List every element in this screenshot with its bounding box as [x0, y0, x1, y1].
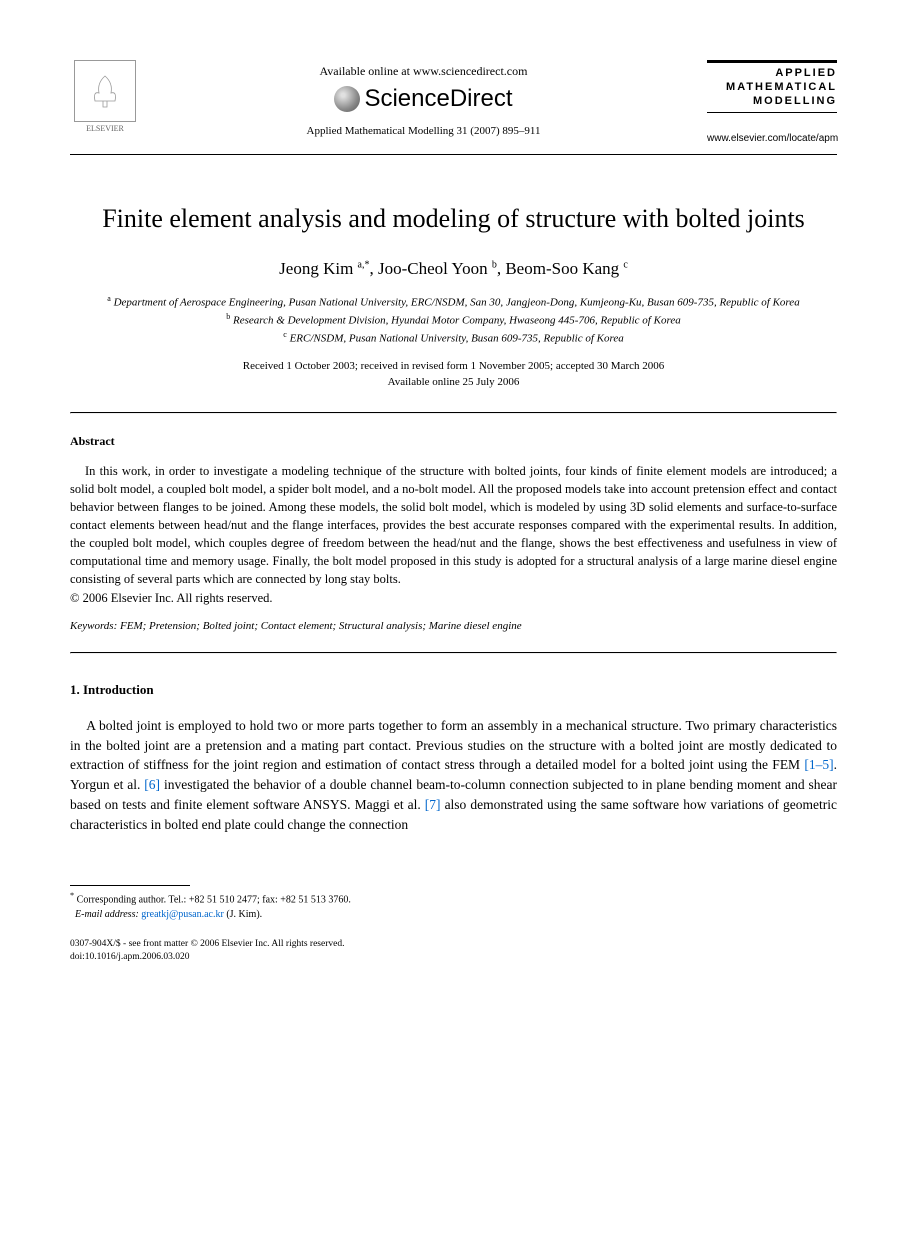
journal-logo-line1: APPLIED: [707, 61, 837, 81]
journal-logo-line3: MODELLING: [707, 95, 837, 109]
journal-logo-line2: MATHEMATICAL: [707, 81, 837, 95]
elsevier-label: ELSEVIER: [70, 124, 140, 133]
author-1: Jeong Kim: [279, 259, 353, 278]
author-3: Beom-Soo Kang: [505, 259, 619, 278]
header-row: ELSEVIER Available online at www.science…: [70, 60, 837, 146]
journal-logo-rule-bottom: [707, 112, 837, 113]
available-online-text: Available online at www.sciencedirect.co…: [140, 64, 707, 79]
email-tail: (J. Kim).: [226, 909, 262, 920]
affiliation-a: a Department of Aerospace Engineering, P…: [70, 293, 837, 311]
sciencedirect-icon: [334, 86, 360, 112]
affiliation-b: b Research & Development Division, Hyund…: [70, 311, 837, 329]
elsevier-logo: ELSEVIER: [70, 60, 140, 133]
dates-line1: Received 1 October 2003; received in rev…: [70, 359, 837, 374]
author-3-sup: c: [623, 260, 627, 271]
footer-doi: doi:10.1016/j.apm.2006.03.020: [70, 951, 837, 964]
affiliation-c-text: ERC/NSDM, Pusan National University, Bus…: [290, 333, 624, 345]
introduction-body: A bolted joint is employed to hold two o…: [70, 716, 837, 836]
elsevier-tree-icon: [74, 60, 136, 122]
email-address[interactable]: greatkj@pusan.ac.kr: [141, 909, 224, 920]
email-label: E-mail address:: [75, 909, 139, 920]
keywords-line: Keywords: FEM; Pretension; Bolted joint;…: [70, 620, 837, 632]
header-rule: [70, 154, 837, 155]
abstract-body: In this work, in order to investigate a …: [70, 462, 837, 589]
footer-block: 0307-904X/$ - see front matter © 2006 El…: [70, 938, 837, 964]
affiliations: a Department of Aerospace Engineering, P…: [70, 293, 837, 347]
affiliation-c: c ERC/NSDM, Pusan National University, B…: [70, 329, 837, 347]
sciencedirect-logo: ScienceDirect: [334, 85, 512, 113]
author-2: Joo-Cheol Yoon: [378, 259, 488, 278]
footer-line1: 0307-904X/$ - see front matter © 2006 El…: [70, 938, 837, 951]
author-1-sup: a,*: [358, 260, 370, 271]
corresponding-text: Corresponding author. Tel.: +82 51 510 2…: [77, 895, 351, 906]
affiliation-b-text: Research & Development Division, Hyundai…: [233, 315, 681, 327]
keywords-list: FEM; Pretension; Bolted joint; Contact e…: [120, 620, 522, 632]
article-dates: Received 1 October 2003; received in rev…: [70, 359, 837, 390]
intro-text-1: A bolted joint is employed to hold two o…: [70, 718, 837, 773]
affiliation-a-text: Department of Aerospace Engineering, Pus…: [114, 297, 800, 309]
center-header: Available online at www.sciencedirect.co…: [140, 60, 707, 137]
introduction-heading: 1. Introduction: [70, 682, 837, 698]
abstract-copyright: © 2006 Elsevier Inc. All rights reserved…: [70, 591, 837, 606]
sciencedirect-text: ScienceDirect: [364, 85, 512, 113]
journal-reference: Applied Mathematical Modelling 31 (2007)…: [140, 125, 707, 137]
keywords-label: Keywords:: [70, 620, 117, 632]
corresponding-author: * Corresponding author. Tel.: +82 51 510…: [70, 890, 837, 907]
citation-7[interactable]: [7]: [425, 797, 441, 812]
author-2-sup: b: [492, 260, 497, 271]
dates-line2: Available online 25 July 2006: [70, 375, 837, 390]
locator-url: www.elsevier.com/locate/apm: [707, 133, 837, 146]
paper-title: Finite element analysis and modeling of …: [70, 203, 837, 236]
abstract-heading: Abstract: [70, 434, 837, 449]
footnote-block: * Corresponding author. Tel.: +82 51 510…: [70, 890, 837, 921]
citation-6[interactable]: [6]: [144, 777, 160, 792]
email-line: E-mail address: greatkj@pusan.ac.kr (J. …: [70, 908, 837, 922]
journal-logo: APPLIED MATHEMATICAL MODELLING www.elsev…: [707, 60, 837, 146]
abstract-rule-bottom: [70, 652, 837, 654]
paper-page: ELSEVIER Available online at www.science…: [0, 0, 907, 1003]
citation-1-5[interactable]: [1–5]: [804, 757, 833, 772]
footnote-rule: [70, 885, 190, 886]
abstract-rule-top: [70, 412, 837, 414]
authors-line: Jeong Kim a,*, Joo-Cheol Yoon b, Beom-So…: [70, 259, 837, 279]
